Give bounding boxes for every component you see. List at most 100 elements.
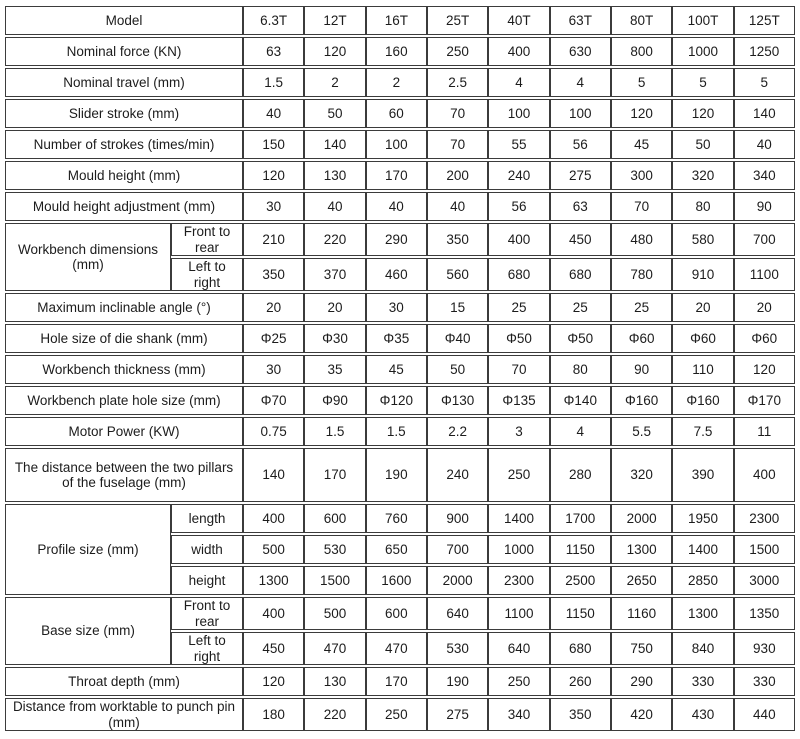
cell-value: 120 xyxy=(243,161,305,190)
machine-spec-table: Model 6.3T 12T 16T 25T 40T 63T 80T 100T 125T Nomin… xyxy=(5,4,795,733)
spec-table-body: Model 6.3T 12T 16T 25T 40T 63T 80T 100T 125T Nomin… xyxy=(5,6,795,732)
table-row: Profile size (mm) length 400 600 760 900 1400 1… xyxy=(5,504,795,596)
cell-value: 600 xyxy=(365,597,427,631)
cell-value: 630 xyxy=(549,37,611,66)
row-label: Nominal travel (mm) xyxy=(5,68,243,97)
cell-value: 2650 xyxy=(610,566,673,596)
cell-value: 120 xyxy=(610,99,673,128)
cell-value: 650 xyxy=(365,535,427,565)
cell-value: 63 xyxy=(549,192,611,221)
cell-value: 30 xyxy=(365,293,427,323)
cell-value: 470 xyxy=(365,632,427,666)
cell-value: Φ160 xyxy=(672,386,734,416)
cell-value: 120 xyxy=(733,355,795,385)
table-row: height 1300 1500 1600 2000 2300 2500 2650 2850 30… xyxy=(5,566,795,596)
cell-value: 200 xyxy=(426,161,489,190)
cell-value: 100 xyxy=(365,130,427,159)
cell-value: 800 xyxy=(610,37,673,66)
cell-value: 120 xyxy=(304,37,366,66)
cell-value: 640 xyxy=(426,597,489,631)
row-sublabel: height xyxy=(171,566,243,596)
cell-value: 1500 xyxy=(733,535,795,565)
row-label: Maximum inclinable angle (°) xyxy=(5,293,243,323)
cell-value: 250 xyxy=(488,448,550,503)
cell-value: 20 xyxy=(733,293,795,323)
cell-value: Φ135 xyxy=(488,386,550,416)
cell-value: 4 xyxy=(549,68,611,97)
cell-value: 2850 xyxy=(672,566,734,596)
cell-value: 2000 xyxy=(610,504,673,534)
cell-value: 350 xyxy=(426,223,489,257)
cell-value: 45 xyxy=(610,130,673,159)
cell-value: 1.5 xyxy=(365,417,427,447)
table-row: Left to right 350 370 460 560 680 680 780 910 110… xyxy=(5,258,795,292)
table-row: Throat depth (mm) 120 130 170 190 250 260 290 33… xyxy=(5,667,795,697)
cell-value: 290 xyxy=(610,667,673,697)
table-row: Nominal force (KN) 63 120 160 250 400 630 800 10… xyxy=(5,37,795,66)
row-sublabel: Front to rear xyxy=(171,597,243,631)
cell-value: 1250 xyxy=(733,37,795,66)
cell-value: Φ140 xyxy=(549,386,611,416)
cell-value: Φ170 xyxy=(733,386,795,416)
cell-value: 370 xyxy=(304,258,366,292)
row-sublabel: Left to right xyxy=(171,258,243,292)
cell-value: 910 xyxy=(672,258,734,292)
table-row: Base size (mm) Front to rear 400 500 600 640 1… xyxy=(5,597,795,666)
cell-value: 1100 xyxy=(488,597,550,631)
cell-value: 16T xyxy=(365,6,427,35)
cell-value: 50 xyxy=(426,355,489,385)
table-row: Workbench plate hole size (mm) Φ70 Φ90 Φ120… xyxy=(5,386,795,416)
cell-value: 1160 xyxy=(610,597,673,631)
cell-value: Φ50 xyxy=(488,324,550,354)
cell-value: 420 xyxy=(610,698,673,732)
row-label: Throat depth (mm) xyxy=(5,667,243,697)
cell-value: 680 xyxy=(488,258,550,292)
cell-value: 25 xyxy=(610,293,673,323)
row-label: Base size (mm) xyxy=(5,597,171,666)
cell-value: 2300 xyxy=(488,566,550,596)
cell-value: 340 xyxy=(733,161,795,190)
cell-value: 750 xyxy=(610,632,673,666)
cell-value: 70 xyxy=(488,355,550,385)
row-sublabel: width xyxy=(171,535,243,565)
cell-value: 56 xyxy=(488,192,550,221)
table-row: Maximum inclinable angle (°) 20 20 30 15 25 25… xyxy=(5,293,795,323)
cell-value: 56 xyxy=(549,130,611,159)
cell-value: 120 xyxy=(243,667,305,697)
cell-value: 140 xyxy=(243,448,305,503)
cell-value: 100T xyxy=(672,6,734,35)
table-row: Left to right 450 470 470 530 640 680 750 840 930 xyxy=(5,632,795,666)
cell-value: 1300 xyxy=(243,566,305,596)
cell-value: 480 xyxy=(610,223,673,257)
cell-value: 640 xyxy=(488,632,550,666)
table-row: Nominal travel (mm) 1.5 2 2 2.5 4 4 5 5 5 xyxy=(5,68,795,97)
table-row: Slider stroke (mm) 40 50 60 70 100 100 120 120 14… xyxy=(5,99,795,128)
cell-value: 450 xyxy=(243,632,305,666)
cell-value: 430 xyxy=(672,698,734,732)
row-label: Motor Power (KW) xyxy=(5,417,243,447)
table-row: Motor Power (KW) 0.75 1.5 1.5 2.2 3 4 5.5 7.5 11 xyxy=(5,417,795,447)
cell-value: 400 xyxy=(243,504,305,534)
cell-value: 2000 xyxy=(426,566,489,596)
cell-value: Φ120 xyxy=(365,386,427,416)
table-row: Number of strokes (times/min) 150 140 100 70… xyxy=(5,130,795,159)
cell-value: 2500 xyxy=(549,566,611,596)
cell-value: 240 xyxy=(488,161,550,190)
cell-value: 70 xyxy=(610,192,673,221)
cell-value: Φ60 xyxy=(733,324,795,354)
cell-value: 5 xyxy=(733,68,795,97)
cell-value: 90 xyxy=(610,355,673,385)
cell-value: 1150 xyxy=(549,597,611,631)
cell-value: 40 xyxy=(733,130,795,159)
cell-value: 120 xyxy=(672,99,734,128)
cell-value: 1300 xyxy=(610,535,673,565)
cell-value: 100 xyxy=(488,99,550,128)
cell-value: 260 xyxy=(549,667,611,697)
cell-value: 3000 xyxy=(733,566,795,596)
cell-value: 170 xyxy=(365,161,427,190)
cell-value: 7.5 xyxy=(672,417,734,447)
cell-value: Φ40 xyxy=(426,324,489,354)
row-label: Mould height adjustment (mm) xyxy=(5,192,243,221)
cell-value: 250 xyxy=(426,37,489,66)
